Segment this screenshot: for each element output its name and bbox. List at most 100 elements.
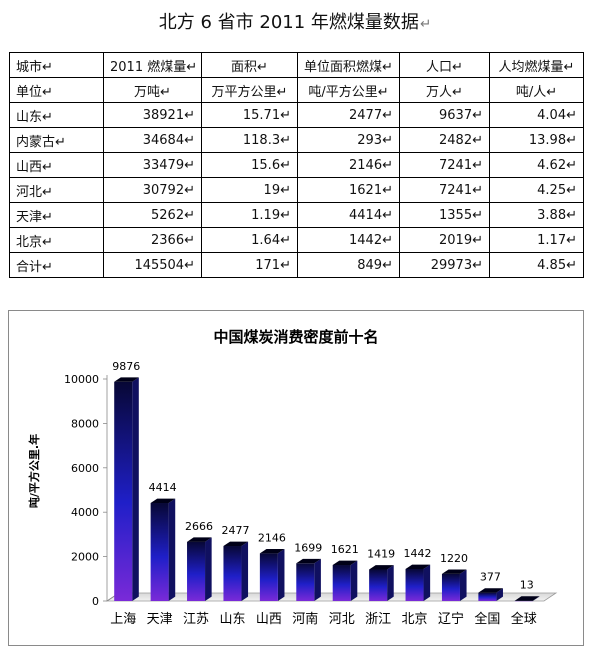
header-cell: 单位面积燃煤↵ <box>297 52 400 78</box>
paragraph-mark: ↵ <box>382 157 393 173</box>
cell-text: 1355 <box>439 207 473 223</box>
cell-text: 13.98 <box>528 132 567 148</box>
cell-text: 人口 <box>426 59 453 75</box>
table-cell: 1355↵ <box>399 202 490 228</box>
x-tick-label: 北京 <box>402 612 428 627</box>
table-cell: 1621↵ <box>297 177 400 203</box>
table-cell: 2146↵ <box>297 152 400 178</box>
bar-side <box>205 537 212 601</box>
cell-text: 吨/人 <box>515 84 547 100</box>
table-row: 山西↵ 33479↵ 15.6↵ 2146↵ 7241↵ 4.62↵ <box>9 152 584 178</box>
cell-text: 118.3 <box>242 132 281 148</box>
paragraph-mark: ↵ <box>42 159 53 175</box>
paragraph-mark: ↵ <box>280 257 291 273</box>
cell-text: 19 <box>263 182 281 198</box>
header-cell: 单位↵ <box>9 77 104 103</box>
bar-side <box>168 498 176 601</box>
table-row: 合计↵ 145504↵ 171↵ 849↵ 29973↵ 4.85↵ <box>9 252 584 278</box>
bar-side <box>532 596 540 601</box>
cell-text: 38921 <box>142 107 185 123</box>
y-tick-label: 4000 <box>71 506 99 519</box>
table-unit-row: 单位↵ 万吨↵ 万平方公里↵ 吨/平方公里↵ 万人↵ 吨/人↵ <box>9 77 584 103</box>
paragraph-mark: ↵ <box>382 182 393 198</box>
cell-text: 人均燃煤量 <box>498 59 564 75</box>
bar-side <box>314 558 321 601</box>
coal-data-table: 城市↵ 2011 燃煤量↵ 面积↵ 单位面积燃煤↵ 人口↵ 人均燃煤量↵ 单位↵ 万吨↵ 万平方… <box>9 52 584 278</box>
cell-text: 吨/平方公里 <box>308 84 378 100</box>
paragraph-mark: ↵ <box>42 234 53 250</box>
header-cell: 城市↵ <box>9 52 104 78</box>
table-row: 河北↵ 30792↵ 19↵ 1621↵ 7241↵ 4.25↵ <box>9 177 584 203</box>
table-cell: 19↵ <box>201 177 298 203</box>
cell-text: 2146 <box>349 157 383 173</box>
cell-text: 山西 <box>16 159 43 175</box>
table-cell: 15.6↵ <box>201 152 298 178</box>
bar-top <box>369 565 394 570</box>
paragraph-mark: ↵ <box>160 84 171 100</box>
x-tick-label: 山东 <box>219 612 245 627</box>
paragraph-mark: ↵ <box>563 59 575 75</box>
x-tick-label: 江苏 <box>183 611 209 627</box>
bar-side <box>459 569 467 601</box>
paragraph-mark: ↵ <box>546 84 558 100</box>
table-cell: 1.19↵ <box>201 202 298 228</box>
bar-top <box>478 588 503 593</box>
paragraph-mark: ↵ <box>382 232 393 248</box>
data-label: 377 <box>480 571 501 584</box>
cell-text: 内蒙古 <box>16 134 56 150</box>
data-label: 1442 <box>404 547 432 560</box>
paragraph-mark: ↵ <box>184 207 195 223</box>
table-cell: 1.17↵ <box>489 227 584 253</box>
table-cell: 15.71↵ <box>201 102 298 128</box>
cell-text: 29973 <box>430 257 473 273</box>
table-cell: 4414↵ <box>297 202 400 228</box>
y-tick-label: 0 <box>92 595 99 608</box>
bar-side <box>423 564 431 601</box>
paragraph-mark: ↵ <box>566 257 577 273</box>
cell-text: 4.04 <box>537 107 567 123</box>
y-tick-label: 8000 <box>71 417 99 430</box>
bar-top <box>296 558 321 564</box>
paragraph-mark: ↵ <box>276 84 288 100</box>
data-label: 9876 <box>112 360 140 373</box>
paragraph-mark: ↵ <box>184 257 195 273</box>
table-row: 北京↵ 2366↵ 1.64↵ 1442↵ 2019↵ 1.17↵ <box>9 227 584 253</box>
table-cell: 118.3↵ <box>201 127 298 153</box>
header-cell: 面积↵ <box>201 52 298 78</box>
x-tick-label: 上海 <box>110 612 136 627</box>
paragraph-mark: ↵ <box>42 184 53 200</box>
x-tick-label: 辽宁 <box>438 611 464 627</box>
table-cell: 2477↵ <box>297 102 400 128</box>
cell-text: 34684 <box>142 132 185 148</box>
paragraph-mark: ↵ <box>280 232 291 248</box>
bar-top <box>441 569 467 574</box>
paragraph-mark: ↵ <box>566 107 577 123</box>
data-label: 1699 <box>294 541 322 554</box>
cell-text: 2011 燃煤量 <box>110 59 187 75</box>
bar-side <box>132 377 139 601</box>
header-cell: 2011 燃煤量↵ <box>103 52 202 78</box>
paragraph-mark: ↵ <box>472 182 483 198</box>
table-cell: 内蒙古↵ <box>9 127 104 153</box>
cell-text: 145504 <box>134 257 185 273</box>
paragraph-mark: ↵ <box>184 132 195 148</box>
header-cell: 吨/平方公里↵ <box>297 77 400 103</box>
table-cell: 38921↵ <box>103 102 202 128</box>
cell-text: 2366 <box>151 232 185 248</box>
cell-text: 山东 <box>16 109 43 125</box>
cell-text: 万人 <box>426 84 453 100</box>
bar-side <box>241 541 249 601</box>
cell-text: 天津 <box>16 209 43 225</box>
paragraph-mark: ↵ <box>452 84 463 100</box>
table-cell: 北京↵ <box>9 227 104 253</box>
bar <box>405 568 424 601</box>
cell-text: 河北 <box>16 184 43 200</box>
cell-text: 合计 <box>16 259 43 275</box>
cell-text: 万吨 <box>134 84 161 100</box>
table-row: 内蒙古↵ 34684↵ 118.3↵ 293↵ 2482↵ 13.98↵ <box>9 127 584 153</box>
table-cell: 30792↵ <box>103 177 202 203</box>
table-cell: 29973↵ <box>399 252 490 278</box>
paragraph-mark: ↵ <box>42 109 53 125</box>
chart-title: 中国煤炭消费密度前十名 <box>213 328 378 346</box>
paragraph-mark: ↵ <box>472 157 483 173</box>
